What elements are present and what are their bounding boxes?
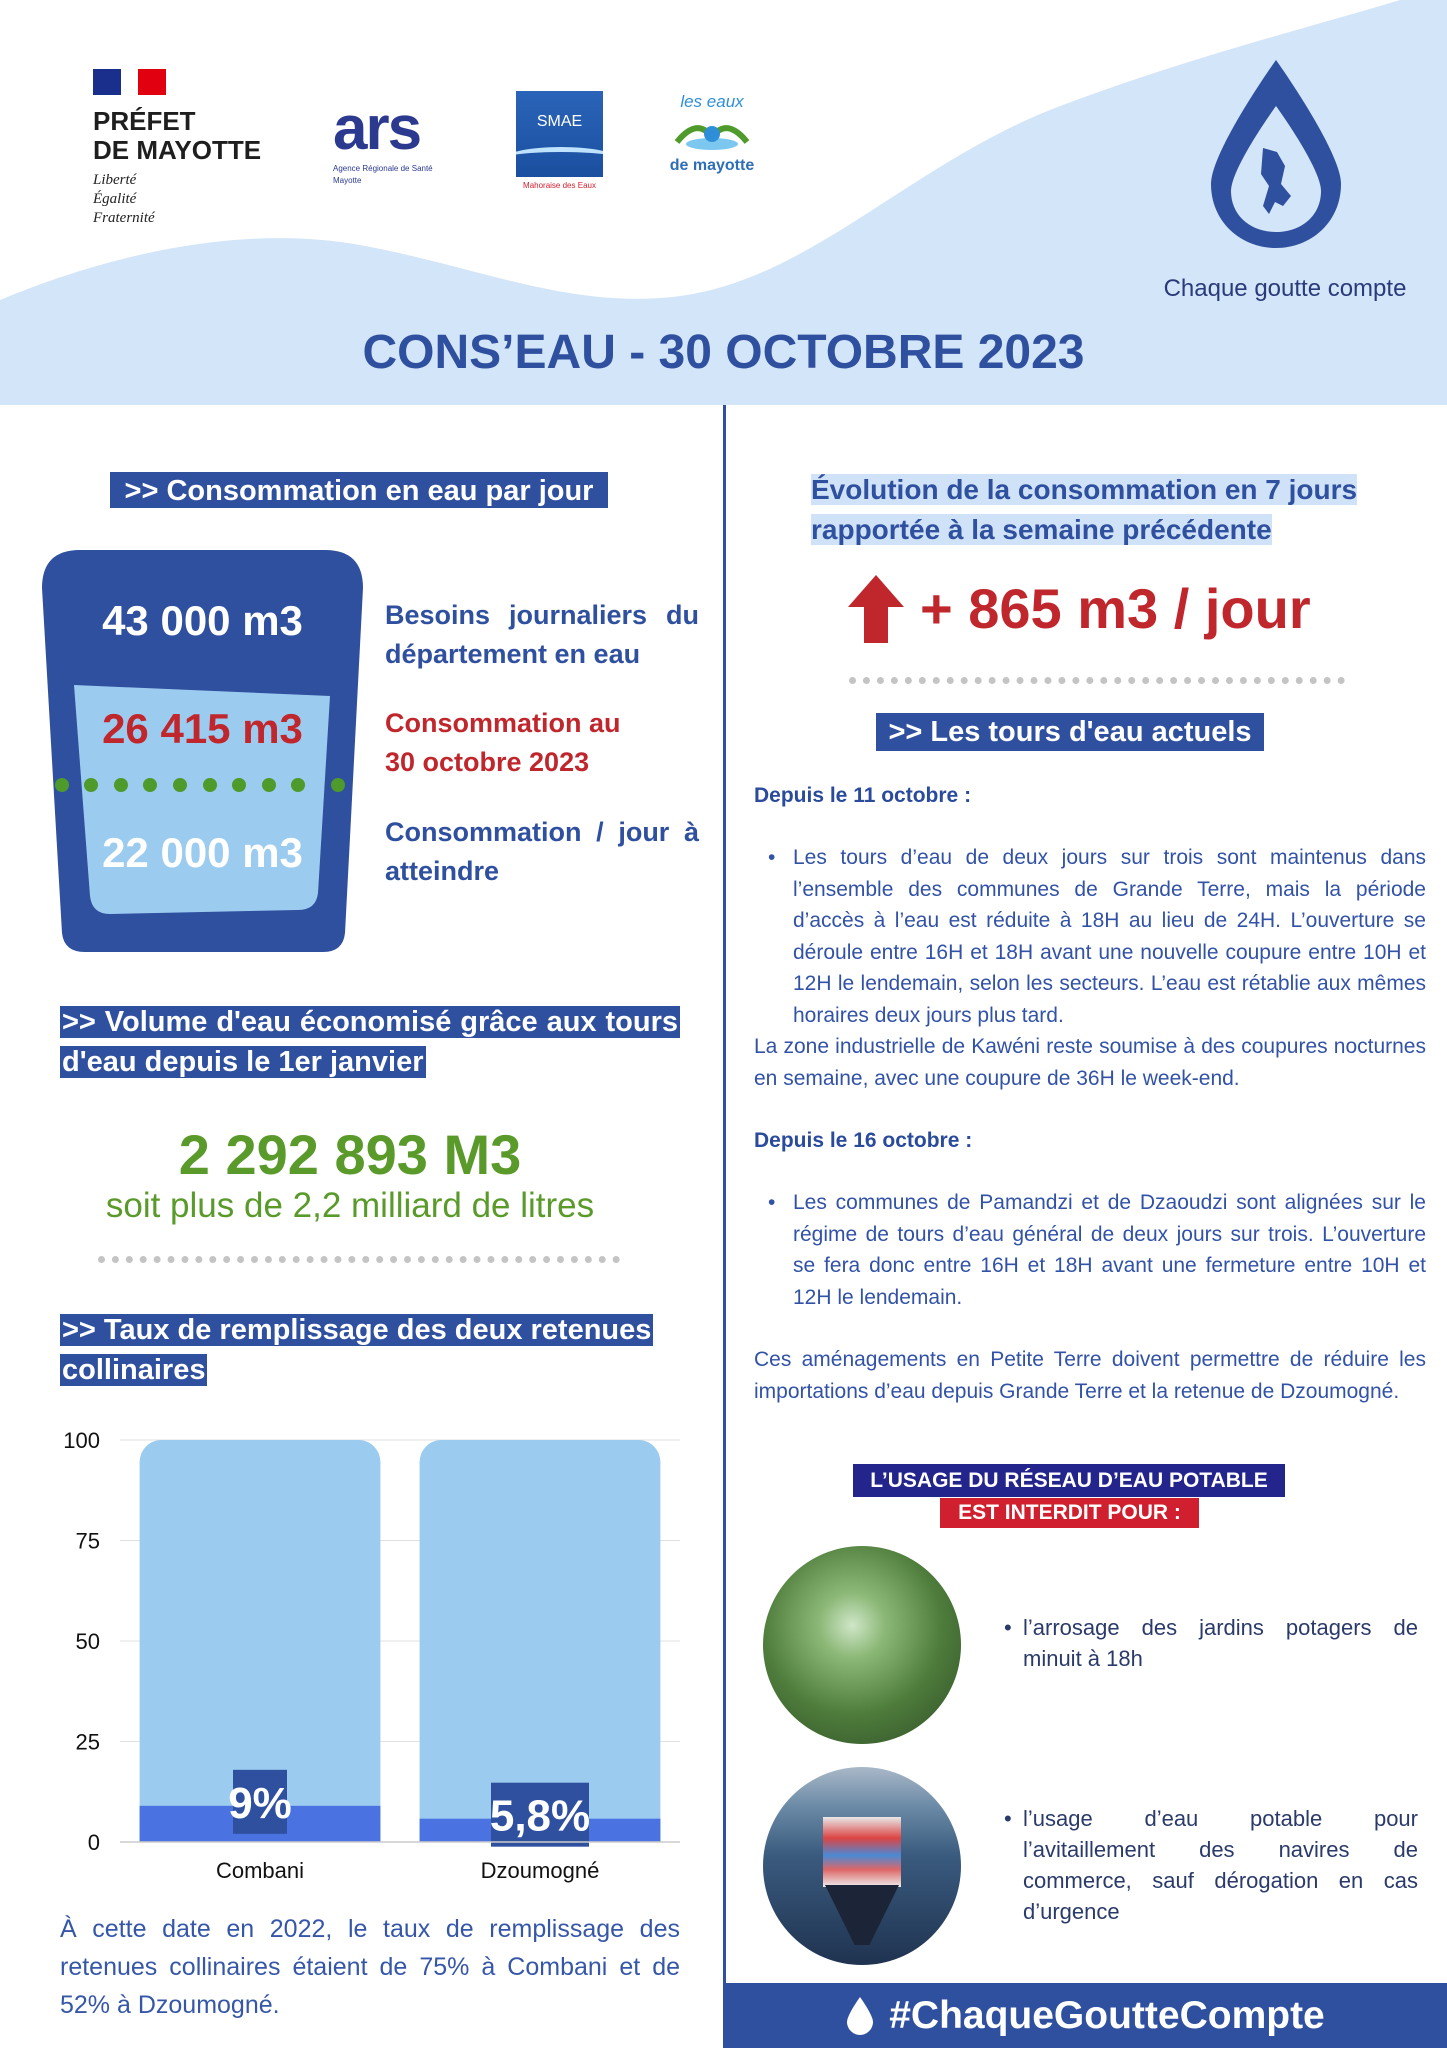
column-divider [723, 405, 726, 2048]
saved-volume-value: 2 292 893 M3 [178, 1123, 522, 1186]
current-label: Consommation au 30 octobre 2023 [385, 708, 621, 777]
evolution-header: Évolution de la consommation en 7 jours … [811, 474, 1358, 545]
motto: Liberté Égalité Fraternité [93, 172, 155, 226]
hashtag-footer: #ChaqueGoutteCompte [725, 1983, 1447, 2048]
fill-rate-header: >> Taux de remplissage des deux retenues… [60, 1314, 654, 1386]
smae-logo: SMAE Mahoraise des Eaux [516, 91, 603, 190]
water-drop-logo-icon [674, 125, 750, 150]
list-item: l’arrosage des jardins potagers de minui… [990, 1612, 1418, 1674]
garden-watering-photo [763, 1546, 961, 1744]
section1-note: La zone industrielle de Kawéni reste sou… [754, 1035, 1426, 1090]
category-label: Combani [216, 1858, 304, 1883]
page-title: CONS’EAU - 30 OCTOBRE 2023 [362, 326, 1085, 379]
arrow-up-icon [848, 575, 904, 643]
needs-label: Besoins journaliers du département en ea… [385, 600, 699, 669]
fill-rate-footnote: À cette date en 2022, le taux de remplis… [60, 1915, 680, 2019]
section2-title: Depuis le 16 octobre : [754, 1129, 973, 1152]
saved-volume-subtext: soit plus de 2,2 milliard de litres [105, 1186, 595, 1225]
saved-volume-header: >> Volume d'eau économisé grâce aux tour… [60, 1006, 680, 1078]
slogan: Chaque goutte compte [1163, 275, 1407, 302]
cargo-ship-photo [763, 1767, 961, 1965]
ban-banner-line1: L’USAGE DU RÉSEAU D’EAU POTABLE [853, 1464, 1285, 1497]
section2-note: Ces aménagements en Petite Terre doivent… [754, 1348, 1426, 1403]
data-label-box [491, 1782, 589, 1847]
data-label: 5,8% [490, 1792, 590, 1841]
needs-value: 43 000 m3 [102, 597, 303, 644]
target-value: 22 000 m3 [102, 829, 303, 876]
section1-title: Depuis le 11 octobre : [754, 784, 972, 807]
section2-list: Les communes de Pamandzi et de Dzaoudzi … [754, 1187, 1426, 1313]
consumption-header: >> Consommation en eau par jour [110, 472, 608, 508]
list-item: Les communes de Pamandzi et de Dzaoudzi … [754, 1187, 1426, 1313]
water-drop-icon [847, 1996, 874, 2035]
capacity-bar [139, 1440, 381, 1842]
water-drop-with-map-icon [1211, 60, 1341, 248]
y-tick-label: 0 [88, 1830, 100, 1855]
capacity-bar [419, 1440, 661, 1842]
ban-list-2: l’usage d’eau potable pour l’avitailleme… [990, 1803, 1418, 1927]
tours-header: >> Les tours d'eau actuels [876, 713, 1264, 751]
fill-rate-chart: 0 25 50 75 100 9% Combani 5,8% Dzoumogné [63, 1428, 680, 1883]
list-item: l’usage d’eau potable pour l’avitailleme… [990, 1803, 1418, 1927]
list-item: Les tours d’eau de deux jours sur trois … [754, 842, 1426, 1031]
marianne-flag [93, 69, 166, 95]
ban-banner-line2: EST INTERDIT POUR : [940, 1498, 1199, 1528]
category-label: Dzoumogné [481, 1858, 600, 1883]
data-label: 9% [228, 1779, 292, 1828]
evolution-value: + 865 m3 / jour [920, 577, 1311, 640]
y-tick-label: 100 [63, 1428, 100, 1453]
header-wave-background [0, 0, 1447, 410]
y-tick-label: 25 [76, 1730, 100, 1755]
y-tick-label: 75 [76, 1529, 100, 1554]
water-glass-graphic [42, 550, 363, 952]
section1-list: Les tours d’eau de deux jours sur trois … [754, 842, 1426, 1031]
tours-text: Depuis le 11 octobre : Les tours d’eau d… [754, 780, 1426, 1407]
ars-logo: ars Agence Régionale de Santé Mayotte [333, 98, 433, 185]
prefet-logo: PRÉFET DE MAYOTTE Liberté Égalité Frater… [93, 69, 261, 228]
ban-list-1: l’arrosage des jardins potagers de minui… [990, 1612, 1418, 1674]
separator-dots [849, 677, 1345, 684]
prefet-title: PRÉFET DE MAYOTTE [93, 106, 262, 165]
target-label: Consommation / jour à atteindre [385, 817, 699, 886]
data-label-box [233, 1769, 287, 1834]
current-value: 26 415 m3 [102, 705, 303, 752]
eaux-de-mayotte-logo: les eaux de mayotte [669, 92, 755, 174]
y-tick-label: 50 [76, 1629, 100, 1654]
separator-dots [98, 1256, 620, 1263]
